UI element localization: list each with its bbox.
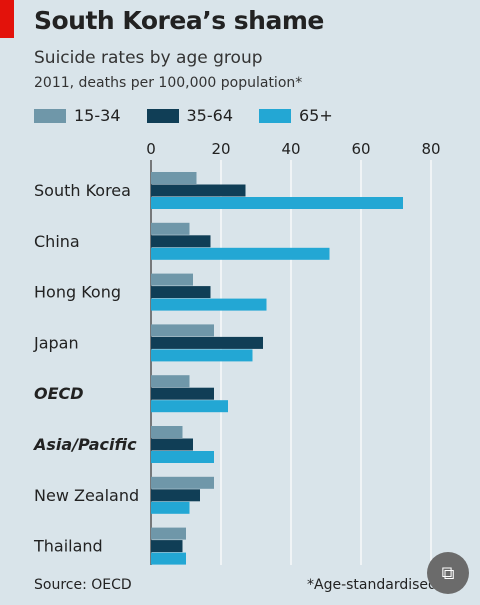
legend-swatch-15-34 xyxy=(34,108,66,123)
category-label-south-korea: South Korea xyxy=(34,181,131,200)
bar-hong-kong-65 xyxy=(151,298,267,311)
bar-china-35-64 xyxy=(151,235,211,248)
chart-title: South Korea’s shame xyxy=(34,6,324,35)
category-label-new-zealand: New Zealand xyxy=(34,486,139,505)
bar-asia-pacific-65 xyxy=(151,451,214,463)
bar-thailand-35-64 xyxy=(151,540,183,553)
category-label-thailand: Thailand xyxy=(33,537,103,556)
bar-asia-pacific-35-64 xyxy=(151,438,193,451)
legend-label-15-34: 15-34 xyxy=(74,106,121,125)
bar-oecd-15-34 xyxy=(151,375,190,388)
legend-label-65-plus: 65+ xyxy=(299,106,333,125)
legend-item-15-34: 15-34 xyxy=(34,106,121,125)
bar-china-15-34 xyxy=(151,222,190,235)
bar-china-65 xyxy=(151,247,330,260)
source-note: Source: OECD xyxy=(34,577,132,593)
scan-text-icon[interactable]: ⧉ xyxy=(427,552,469,594)
chart-note: 2011, deaths per 100,000 population* xyxy=(34,75,303,91)
category-label-hong-kong: Hong Kong xyxy=(34,283,121,302)
bar-new-zealand-15-34 xyxy=(151,476,214,489)
bar-oecd-65 xyxy=(151,400,228,413)
category-label-japan: Japan xyxy=(33,333,79,352)
x-tick-label-0: 0 xyxy=(146,140,156,158)
brand-red-tag xyxy=(0,0,14,38)
legend-label-35-64: 35-64 xyxy=(186,106,234,125)
bar-new-zealand-35-64 xyxy=(151,489,200,502)
category-label-china: China xyxy=(34,232,80,251)
legend-item-35-64: 35-64 xyxy=(146,106,234,125)
bar-south-korea-35-64 xyxy=(151,184,246,197)
bar-hong-kong-35-64 xyxy=(151,286,211,299)
category-label-oecd: OECD xyxy=(34,384,84,403)
bar-asia-pacific-15-34 xyxy=(151,426,183,438)
legend-swatch-35-64 xyxy=(146,108,179,123)
bar-new-zealand-65 xyxy=(151,501,190,514)
bar-south-korea-15-34 xyxy=(151,172,197,184)
bar-oecd-35-64 xyxy=(151,387,214,400)
bar-south-korea-65 xyxy=(151,197,403,209)
chart-subtitle: Suicide rates by age group xyxy=(34,48,263,68)
legend: 15-34 35-64 65+ xyxy=(34,106,359,125)
bar-japan-15-34 xyxy=(151,324,214,337)
legend-swatch-65-plus xyxy=(259,108,291,123)
bar-japan-65 xyxy=(151,349,253,362)
footnote: *Age-standardised xyxy=(307,577,437,593)
legend-item-65-plus: 65+ xyxy=(259,106,333,125)
bar-hong-kong-15-34 xyxy=(151,273,193,286)
x-tick-label-20: 20 xyxy=(211,140,230,158)
bar-thailand-15-34 xyxy=(151,527,186,540)
bar-thailand-65 xyxy=(151,552,186,565)
category-label-asia-pacific: Asia/Pacific xyxy=(32,435,137,454)
x-tick-label-60: 60 xyxy=(351,140,370,158)
x-tick-label-80: 80 xyxy=(421,140,440,158)
bar-japan-35-64 xyxy=(151,336,263,349)
x-tick-label-40: 40 xyxy=(281,140,300,158)
